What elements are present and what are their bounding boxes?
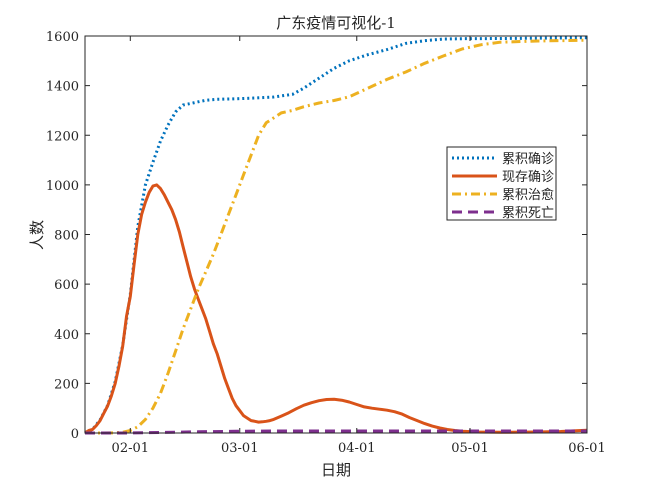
y-tick-label: 800 bbox=[54, 229, 79, 244]
series-line-3 bbox=[85, 38, 588, 435]
legend-label-1: 累积确诊 bbox=[502, 152, 554, 167]
x-tick-label: 05-01 bbox=[451, 441, 488, 456]
y-tick-label: 400 bbox=[54, 328, 79, 343]
series-line-4 bbox=[85, 429, 587, 435]
y-tick-label: 1400 bbox=[46, 80, 79, 95]
legend-label-2: 现存确诊 bbox=[502, 170, 554, 185]
y-axis-label: 人数 bbox=[28, 220, 46, 250]
x-tick-label: 06-01 bbox=[568, 441, 605, 456]
x-tick-label: 03-01 bbox=[221, 441, 258, 456]
y-tick-label: 1600 bbox=[46, 30, 79, 45]
legend-label-3: 累积治愈 bbox=[502, 188, 554, 203]
y-axis-ticks: 0 200 400 600 800 1000 1200 1400 1600 bbox=[46, 30, 587, 442]
legend-box bbox=[446, 146, 557, 221]
x-tick-label: 02-01 bbox=[112, 441, 149, 456]
x-axis-ticks: 02-01 03-01 04-01 05-01 06-01 bbox=[112, 36, 606, 456]
y-tick-label: 600 bbox=[54, 278, 79, 293]
x-axis-label: 日期 bbox=[321, 461, 351, 479]
legend-label-4: 累积死亡 bbox=[502, 206, 554, 221]
series-line-2 bbox=[84, 183, 588, 435]
y-tick-label: 1200 bbox=[46, 129, 79, 144]
y-tick-label: 1000 bbox=[46, 179, 79, 194]
x-tick-label: 04-01 bbox=[338, 441, 375, 456]
y-tick-label: 200 bbox=[54, 377, 79, 392]
plot-area bbox=[85, 36, 587, 433]
y-tick-label: 0 bbox=[71, 427, 79, 442]
chart-title: 广东疫情可视化-1 bbox=[276, 14, 396, 32]
series-layer bbox=[84, 36, 588, 435]
